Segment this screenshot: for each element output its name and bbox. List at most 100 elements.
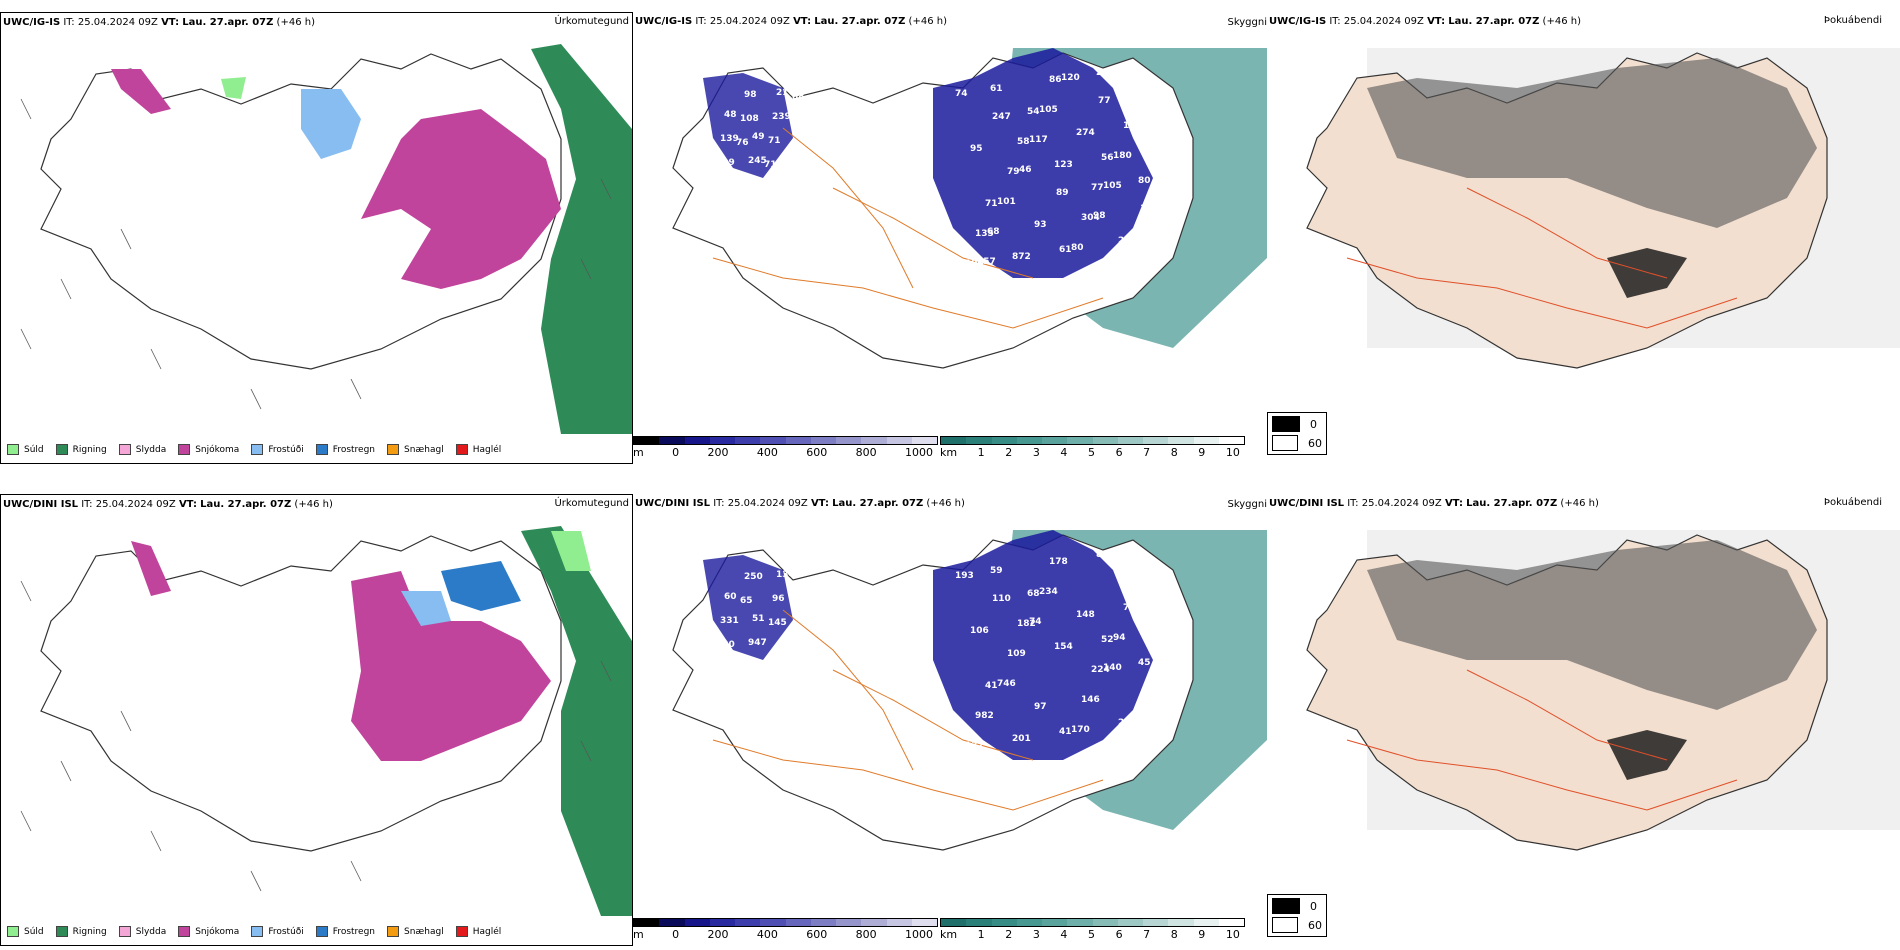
colorbar-tick: 2 (1005, 446, 1013, 459)
colorbar-tick: 4 (1060, 928, 1068, 941)
colorbar-tick: 8 (1170, 928, 1178, 941)
colorbar-tick: 400 (756, 928, 778, 941)
colorbar-segment (735, 437, 761, 444)
cloud-base-label: 123 (1054, 160, 1073, 170)
colorbar-tick: 4 (1060, 446, 1068, 459)
cloud-base-label: 52 (1101, 635, 1114, 645)
colorbar-segment (1143, 919, 1169, 926)
cloud-base-label: 73 (1123, 603, 1136, 613)
cloud-base-label: 746 (997, 679, 1016, 689)
cloud-base-label: 84 (1096, 550, 1109, 560)
freezing-drizzle-area (301, 89, 361, 159)
cloud-base-labels: 192 61 54 49 56 80 71 48 61 276 106 216 58 123 77 245 13… (716, 61, 1159, 269)
cloud-base-label: 145 (768, 618, 787, 628)
legend-swatch (178, 926, 191, 937)
roads (712, 127, 1104, 329)
colorbar-segment (991, 919, 1017, 926)
cloud-base-label: 61 (990, 84, 1003, 94)
colorbar-tick: 200 (707, 928, 729, 941)
cloud-base-label: 193 (955, 571, 974, 581)
cloud-base-label: 245 (748, 156, 767, 166)
visibility-colorbar: km 1 2 3 4 5 6 7 8 9 10 (940, 436, 1245, 459)
colorbar-segment (684, 919, 710, 926)
colorbar-segment (1117, 437, 1143, 444)
panel-title: Þokuábendi (1823, 15, 1882, 26)
cloud-map: 192 61 54 49 56 80 71 48 61 276 106 216 58 123 77 245 13… (672, 48, 1267, 369)
colorbar-segment (735, 919, 761, 926)
panel-header: UWC/IG-IS IT: 25.04.2024 09Z VT: Lau. 27… (635, 16, 947, 27)
precip-map (20, 526, 632, 916)
legend-swatch (251, 444, 264, 455)
cloud-base-label: 68 (987, 227, 1000, 237)
cloud-base-area-nw (703, 73, 793, 178)
snow-area (351, 571, 551, 761)
colorbar-segment (1117, 919, 1143, 926)
cloud-base-label: 139 (720, 134, 739, 144)
cloud-base-label: 140 (1103, 663, 1122, 673)
fog-dense-area (1367, 58, 1817, 228)
cloud-base-label: 120 (1061, 73, 1080, 83)
colorbar-segment (1067, 919, 1093, 926)
panel-header: UWC/DINI ISL IT: 25.04.2024 09Z VT: Lau.… (635, 498, 965, 509)
colorbar-segment (785, 919, 811, 926)
cloud-base-label: 98 (1093, 211, 1106, 221)
roads (712, 609, 1104, 811)
snow-area (361, 109, 561, 289)
panel-title: Skyggni (1227, 17, 1267, 28)
legend-item: Frostregn (315, 444, 375, 455)
cloud-base-label: 224 (1091, 665, 1110, 675)
cloud-base-label: 58 (1017, 137, 1030, 147)
cloud-base-label: 216 (776, 88, 795, 98)
colorbar-tick: 1 (977, 928, 985, 941)
panel-header: UWC/DINI ISL IT: 25.04.2024 09Z VT: Lau.… (1269, 498, 1599, 509)
cloud-base-label: 79 (1007, 167, 1020, 177)
fog-legend-item: 60 (1272, 435, 1322, 451)
roads (1346, 187, 1738, 329)
legend-item: Rigning (55, 926, 107, 937)
colorbar-tick: 3 (1032, 446, 1040, 459)
colorbar-segment (1193, 437, 1219, 444)
legend-item: Snjókoma (178, 926, 239, 937)
colorbar-segment (1016, 919, 1042, 926)
cloud-base-label: 182 (1017, 619, 1036, 629)
panel-header: UWC/DINI ISL IT: 25.04.2024 09Z VT: Lau.… (3, 499, 333, 510)
cloud-base-label: 51 (752, 614, 765, 624)
cloud-base-label: 274 (1076, 128, 1095, 138)
cloud-base-label: 74 (1029, 617, 1042, 627)
legend-item: Snjókoma (178, 444, 239, 455)
cloud-base-label: 130 (716, 640, 735, 650)
panel-header: UWC/IG-IS IT: 25.04.2024 09Z VT: Lau. 27… (1269, 16, 1581, 27)
colorbar-segment (911, 919, 937, 926)
cloud-base-area (933, 48, 1153, 278)
cloud-base-label: 132 (965, 741, 984, 751)
cloud-base-label: 61 (1059, 245, 1072, 255)
cloud-base-label: 86 (1049, 75, 1062, 85)
legend-item: Rigning (55, 444, 107, 455)
legend-swatch (55, 926, 68, 937)
colorbar-tick: 1000 (904, 928, 933, 941)
colorbar-tick: 5 (1087, 928, 1095, 941)
colorbar-tick: 0 (672, 928, 680, 941)
legend-item: Slydda (118, 444, 166, 455)
colorbar-unit: m (633, 928, 644, 941)
legend-swatch (387, 926, 400, 937)
legend-swatch (7, 444, 19, 455)
rain-area (531, 44, 632, 434)
cloud-base-label: 239 (772, 112, 791, 122)
cloud-base-label: 54 (1027, 107, 1040, 117)
cloud-base-label: 110 (992, 594, 1011, 604)
colorbar-tick: 600 (806, 446, 828, 459)
legend-item: Frostúði (251, 926, 304, 937)
cloud-base-label: 48 (724, 110, 737, 120)
cloud-panel-row1: UWC/IG-IS IT: 25.04.2024 09Z VT: Lau. 27… (633, 12, 1267, 464)
cloud-base-label: 68 (1027, 589, 1040, 599)
colorbar-segment (810, 437, 836, 444)
cloud-base-label: 83 (1133, 573, 1146, 583)
colorbar-segment (1168, 919, 1194, 926)
snow-area-nw (131, 541, 171, 596)
legend-item: Súld (7, 926, 44, 937)
colorbar-segment (709, 919, 735, 926)
cloud-base-label: 49 (752, 132, 765, 142)
cloud-base-label: 157 (977, 257, 996, 267)
colorbar-segment (886, 437, 912, 444)
